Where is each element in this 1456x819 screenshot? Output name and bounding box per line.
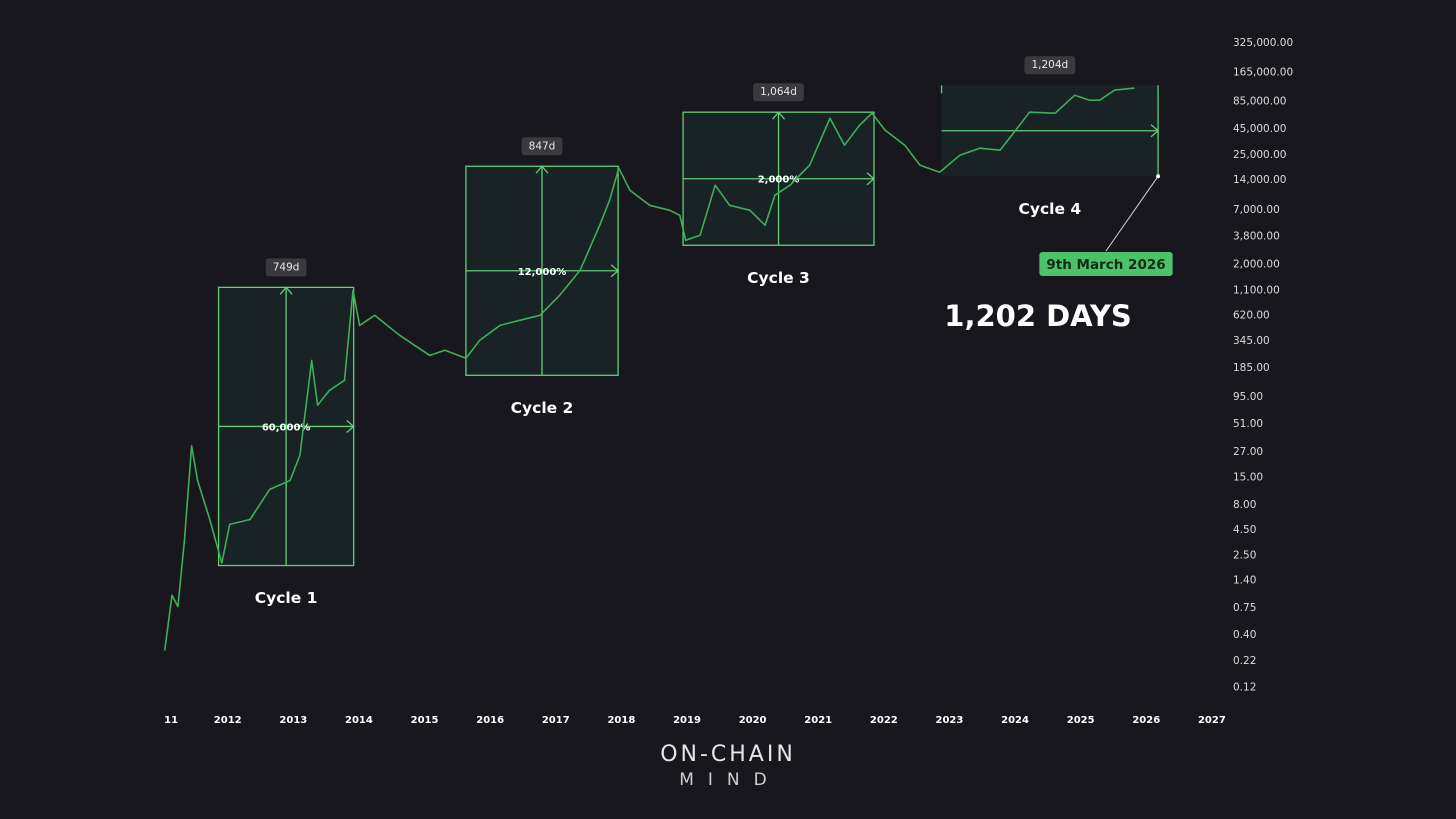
x-tick-label: 2018 <box>607 715 635 726</box>
y-tick-label: 165,000.00 <box>1233 67 1293 79</box>
cycle-arrow-right <box>610 264 620 278</box>
x-tick-label: 2019 <box>673 715 701 726</box>
y-tick-label: 15.00 <box>1233 471 1263 483</box>
cycle-gain: 2,000% <box>758 175 800 186</box>
cycle-name: Cycle 2 <box>511 399 574 417</box>
cycle-arrow-right <box>866 172 875 186</box>
y-tick-label: 1,100.00 <box>1233 285 1280 297</box>
cycle-days: 749d <box>273 261 300 273</box>
x-tick-label: 2014 <box>345 715 373 726</box>
cycle-days: 847d <box>529 140 556 152</box>
y-tick-label: 2,000.00 <box>1233 259 1280 271</box>
y-tick-label: 7,000.00 <box>1233 204 1280 216</box>
days-tag <box>521 137 563 156</box>
y-tick-label: 345.00 <box>1233 335 1270 347</box>
y-tick-label: 51.00 <box>1233 418 1263 430</box>
cycle-gain: 12,000% <box>518 267 567 278</box>
brand-line2: MIND <box>679 770 781 790</box>
cycle-arrow-right <box>346 419 355 433</box>
cycle-name: Cycle 4 <box>1018 200 1081 218</box>
headline: 1,202 DAYS <box>944 299 1131 333</box>
days-tag <box>265 258 307 277</box>
price-line <box>163 87 1135 651</box>
callout-label: 9th March 2026 <box>1046 257 1165 273</box>
y-tick-label: 0.40 <box>1233 629 1256 641</box>
x-tick-label: 2027 <box>1198 715 1226 726</box>
x-tick-label: 2013 <box>279 715 307 726</box>
callout-line <box>1105 175 1159 252</box>
y-tick-label: 45,000.00 <box>1233 123 1286 135</box>
y-tick-label: 8.00 <box>1233 499 1256 511</box>
y-tick-label: 0.22 <box>1233 655 1256 667</box>
cycle-arrow-up <box>535 165 549 174</box>
cycle-name: Cycle 3 <box>747 269 810 287</box>
y-tick-label: 85,000.00 <box>1233 96 1286 108</box>
x-tick-label: 2015 <box>411 715 439 726</box>
cycle-name: Cycle 1 <box>255 589 318 607</box>
x-tick-label: 2012 <box>214 715 242 726</box>
cycle-arrow-up <box>279 286 293 295</box>
x-tick-label: 2020 <box>739 715 767 726</box>
cycle-days: 1,204d <box>1031 59 1068 71</box>
y-tick-label: 1.40 <box>1233 575 1256 587</box>
cycle-gain: 60,000% <box>262 422 311 433</box>
y-tick-label: 27.00 <box>1233 446 1263 458</box>
y-tick-label: 0.75 <box>1233 602 1256 614</box>
days-tag <box>753 83 804 102</box>
x-tick-label: 2017 <box>542 715 570 726</box>
y-tick-label: 95.00 <box>1233 391 1263 403</box>
x-tick-label: 2026 <box>1132 715 1160 726</box>
cycle-arrow-right <box>1150 124 1160 138</box>
callout-dot <box>1156 174 1161 179</box>
y-tick-label: 2.50 <box>1233 549 1256 561</box>
brand-line1: ON-CHAIN <box>660 742 796 767</box>
y-tick-label: 0.12 <box>1233 681 1256 693</box>
y-tick-label: 185.00 <box>1233 362 1270 374</box>
y-tick-label: 620.00 <box>1233 310 1270 322</box>
x-tick-label: 11 <box>164 715 178 726</box>
x-tick-label: 2024 <box>1001 715 1029 726</box>
x-tick-label: 2016 <box>476 715 504 726</box>
y-tick-label: 14,000.00 <box>1233 174 1286 186</box>
y-tick-label: 325,000.00 <box>1233 37 1293 49</box>
x-tick-label: 2023 <box>936 715 964 726</box>
days-tag <box>1024 56 1076 75</box>
x-tick-label: 2025 <box>1067 715 1095 726</box>
y-tick-label: 3,800.00 <box>1233 231 1280 243</box>
cycle-arrow-up <box>772 111 786 120</box>
cycle-days: 1,064d <box>760 86 797 98</box>
y-tick-label: 4.50 <box>1233 524 1256 536</box>
x-tick-label: 2021 <box>804 715 832 726</box>
callout-tag <box>1039 252 1173 276</box>
x-tick-label: 2022 <box>870 715 898 726</box>
y-tick-label: 25,000.00 <box>1233 149 1286 161</box>
